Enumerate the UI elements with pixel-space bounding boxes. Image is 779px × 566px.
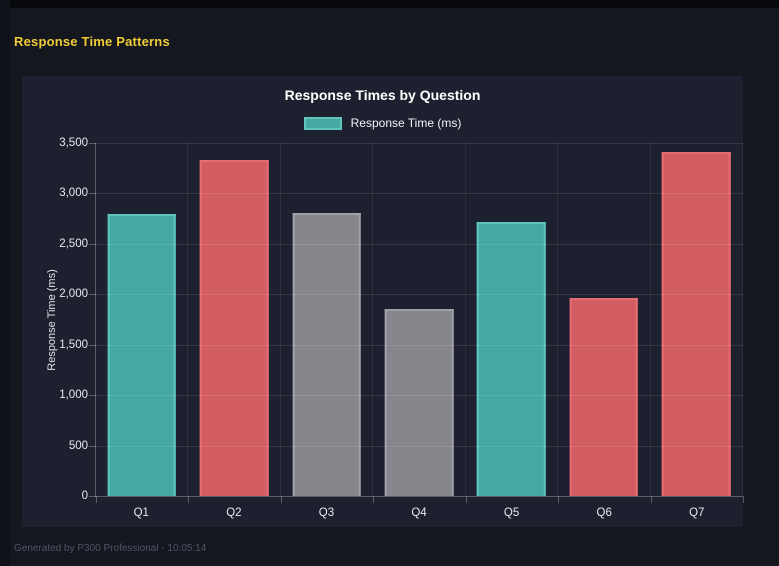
y-tick-label: 500 [68, 439, 88, 452]
bar-q1[interactable] [107, 213, 176, 496]
h-gridline [96, 445, 743, 447]
x-tick-mark [743, 496, 744, 503]
h-gridline [96, 243, 743, 245]
page-title: Response Time Patterns [14, 34, 170, 49]
x-tick-mark [650, 496, 652, 503]
x-tick-mark [96, 496, 97, 503]
h-gridline [96, 294, 743, 296]
bar-q6[interactable] [569, 298, 639, 496]
x-tick-label-q3: Q3 [318, 507, 335, 519]
h-gridline [96, 193, 743, 195]
y-tick-mark [89, 496, 96, 497]
y-tick-mark [89, 445, 96, 447]
y-tick-mark [89, 344, 96, 346]
category-column-q5 [466, 143, 559, 496]
y-tick-mark [89, 193, 96, 195]
plot-area: 0 500 1,000 1,500 2,000 2,500 3,000 3,500 [59, 137, 744, 503]
x-tick-mark [558, 496, 560, 503]
bar-group-container [96, 143, 743, 496]
y-tick-mark [89, 395, 96, 397]
y-tick-label: 1,000 [59, 389, 88, 402]
h-gridline [96, 344, 743, 346]
category-column-q7 [651, 143, 743, 496]
chart-legend[interactable]: Response Time (ms) [22, 116, 743, 130]
y-tick-label: 3,000 [59, 187, 88, 200]
bar-q4[interactable] [384, 309, 454, 496]
y-axis-title: Response Time (ms) [46, 269, 58, 371]
bar-q3[interactable] [292, 212, 361, 496]
legend-swatch [303, 116, 342, 130]
x-tick-label-q1: Q1 [133, 507, 149, 519]
y-tick-label: 2,000 [59, 288, 88, 301]
category-column-q2 [188, 143, 281, 496]
y-tick-label: 3,500 [59, 137, 88, 149]
x-tick-mark [465, 496, 467, 503]
h-gridline [96, 143, 743, 144]
window-left-strip [0, 0, 10, 566]
legend-label: Response Time (ms) [350, 116, 462, 130]
x-tick-mark [280, 496, 282, 503]
window-top-strip [0, 0, 779, 8]
chart-card: Response Times by Question Response Time… [22, 76, 744, 527]
y-tick-label: 1,500 [59, 338, 88, 351]
chart-title: Response Times by Question [284, 87, 481, 103]
bar-q7[interactable] [661, 152, 731, 496]
bar-q5[interactable] [477, 221, 546, 496]
footer-status-text: Generated by P300 Professional - 10:05:1… [14, 543, 207, 554]
category-column-q4 [373, 143, 466, 496]
x-tick-label-q4: Q4 [411, 507, 427, 519]
x-tick-mark [188, 496, 190, 503]
y-tick-mark [89, 243, 96, 245]
y-tick-mark [89, 294, 96, 296]
h-gridline [96, 395, 743, 397]
bar-q2[interactable] [199, 160, 269, 496]
category-column-q1 [96, 143, 189, 496]
x-tick-label-q5: Q5 [503, 507, 520, 519]
x-tick-label-q7: Q7 [689, 507, 705, 519]
x-axis-labels: Q1 Q2 Q3 Q4 Q5 Q6 Q7 [95, 507, 743, 519]
x-tick-mark [373, 496, 375, 503]
category-column-q6 [558, 143, 651, 496]
x-tick-label-q6: Q6 [596, 507, 612, 519]
y-tick-label: 2,500 [59, 237, 88, 250]
y-tick-mark [89, 143, 96, 144]
y-tick-label: 0 [81, 490, 88, 502]
x-tick-label-q2: Q2 [226, 507, 242, 519]
category-column-q3 [281, 143, 374, 496]
